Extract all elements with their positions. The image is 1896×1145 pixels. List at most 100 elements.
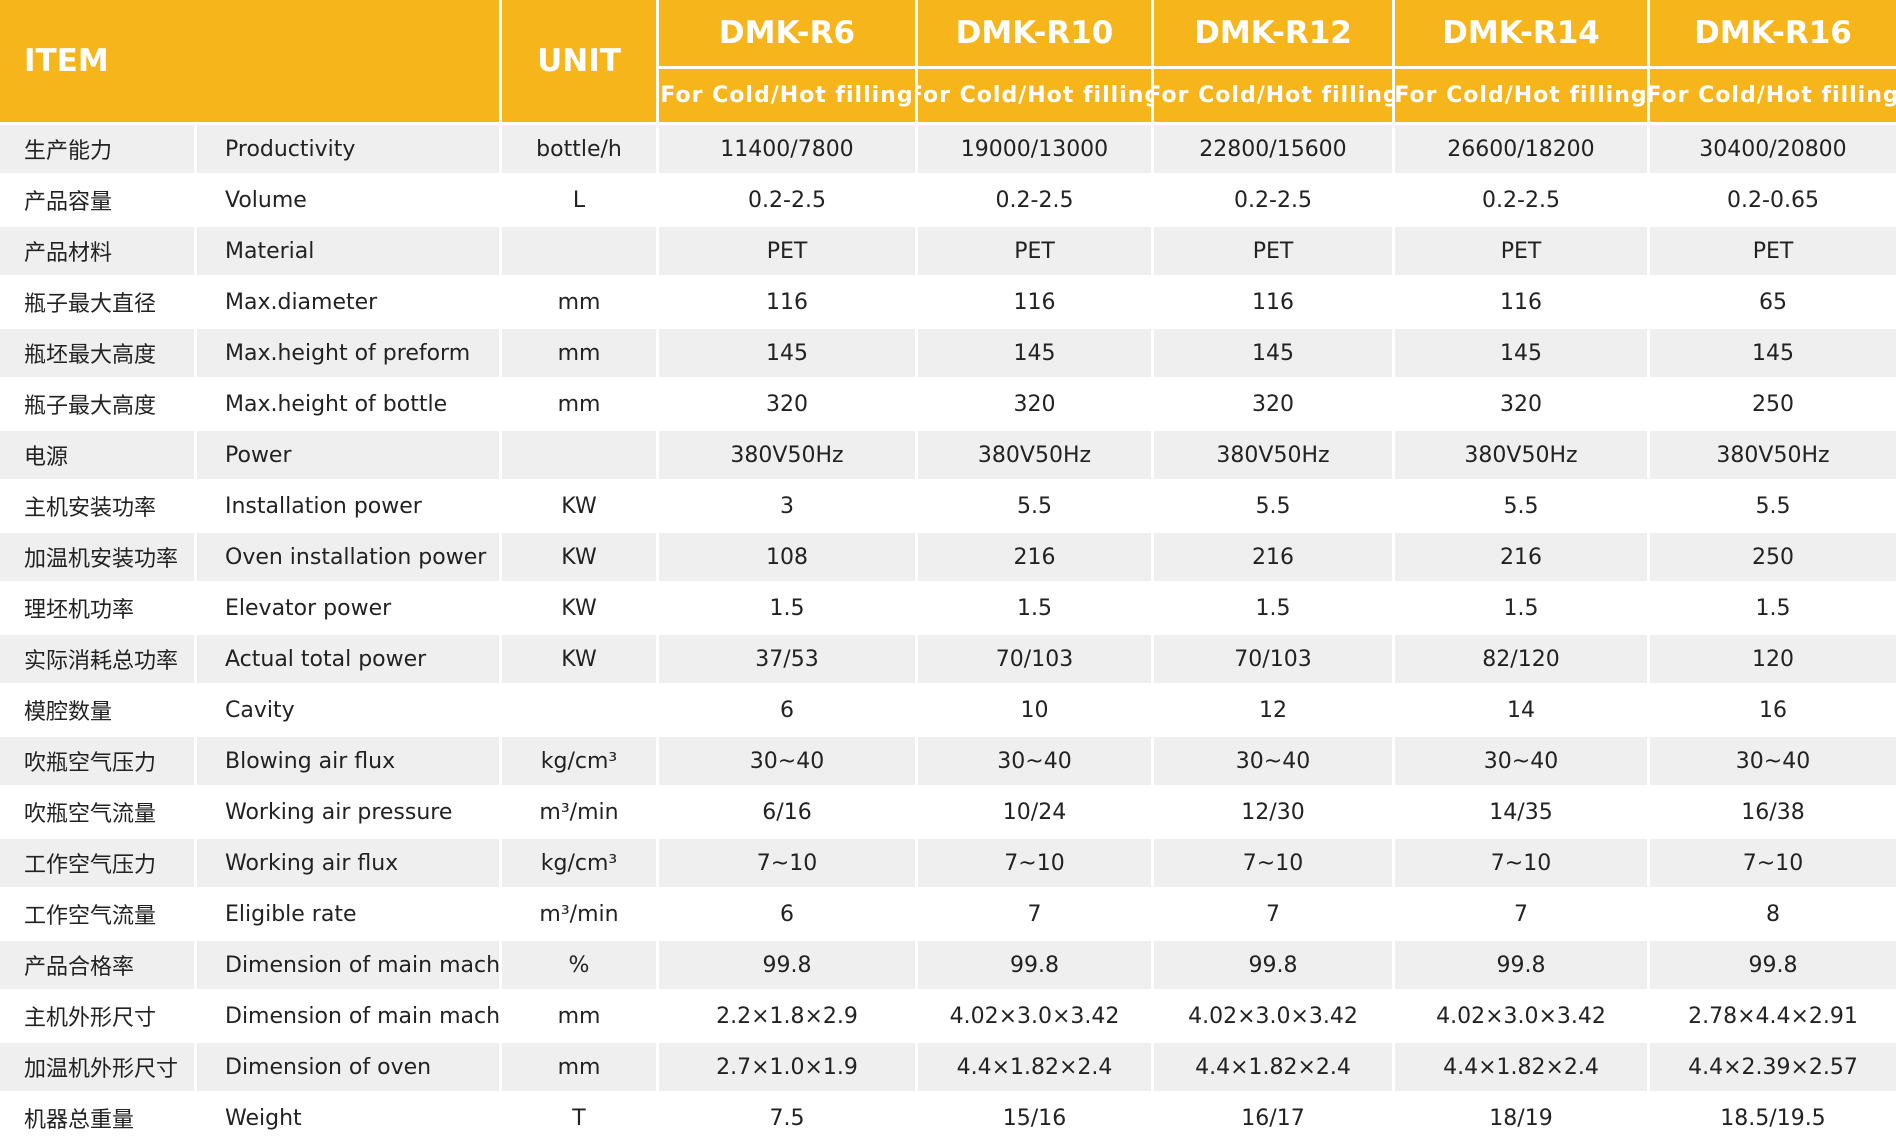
value: 5.5 (1755, 493, 1791, 519)
unit: kg/cm³ (502, 839, 656, 887)
item-cn: 加温机安装功率 (0, 533, 194, 581)
item-cn: 吹瓶空气压力 (0, 737, 194, 785)
value: 7~10 (1154, 839, 1392, 887)
model-subtitle: For Cold/Hot filling (1154, 69, 1392, 122)
value: 16/38 (1741, 799, 1805, 825)
value: 5.5 (1503, 493, 1539, 519)
item-en: Blowing air flux (197, 737, 499, 785)
value: 320 (766, 391, 808, 417)
item-en: Oven installation power (197, 533, 499, 581)
value: 116 (766, 289, 808, 315)
value: 12 (1259, 697, 1287, 723)
model-subtitle: For Cold/Hot filling (918, 69, 1151, 122)
unit: % (502, 941, 656, 989)
value: 30~40 (659, 737, 915, 785)
value: 1.5 (769, 595, 805, 621)
value: 14/35 (1489, 799, 1553, 825)
value: 15/16 (1002, 1105, 1067, 1131)
item-cn: 加温机外形尺寸 (0, 1043, 194, 1091)
unit: mm (557, 289, 601, 315)
item-cn: 瓶坯最大高度 (0, 329, 194, 377)
unit: m³/min (539, 901, 619, 927)
value: 0.2-2.5 (995, 187, 1074, 213)
item-cn: 主机安装功率 (24, 496, 157, 521)
item-en: Weight (225, 1105, 302, 1131)
item-cn: 主机外形尺寸 (24, 1006, 157, 1031)
item-en: Max.height of preform (197, 329, 499, 377)
unit: m³/min (539, 799, 619, 825)
value: 145 (1650, 329, 1896, 377)
value: 4.4×1.82×2.4 (1395, 1043, 1647, 1091)
value: 320 (1013, 391, 1056, 417)
value: 216 (1154, 533, 1392, 581)
value: 380V50Hz (1154, 431, 1392, 479)
value: PET (1154, 227, 1392, 275)
value: 380V50Hz (1650, 431, 1896, 479)
unit: KW (561, 595, 597, 621)
item-cn: 生产能力 (0, 125, 194, 173)
value: 14 (1507, 697, 1535, 723)
value: 7~10 (1650, 839, 1896, 887)
value: 99.8 (659, 941, 915, 989)
value: 10 (1020, 697, 1049, 723)
item-cn: 电源 (0, 431, 194, 479)
value: 0.2-2.5 (1482, 187, 1560, 213)
value: 250 (1650, 533, 1896, 581)
item-en: Working air pressure (225, 799, 453, 825)
value: 19000/13000 (918, 125, 1151, 173)
value: 2.2×1.8×2.9 (716, 1003, 858, 1029)
value: 120 (1650, 635, 1896, 683)
unit: T (572, 1105, 586, 1131)
model-name: DMK-R16 (1650, 0, 1896, 66)
value: 7~10 (918, 839, 1151, 887)
unit: KW (561, 493, 597, 519)
item-en: Power (197, 431, 499, 479)
value: 380V50Hz (659, 431, 915, 479)
value: 0.2-0.65 (1727, 187, 1819, 213)
value: 5.5 (1255, 493, 1291, 519)
value: 6 (780, 697, 794, 723)
value: 65 (1759, 289, 1787, 315)
item-en: Max.height of bottle (225, 391, 448, 417)
value: 320 (1252, 391, 1294, 417)
value: 30~40 (1395, 737, 1647, 785)
item-en: Actual total power (197, 635, 499, 683)
value: 11400/7800 (659, 125, 915, 173)
value: 22800/15600 (1154, 125, 1392, 173)
value: 145 (659, 329, 915, 377)
item-cn: 机器总重量 (24, 1108, 135, 1133)
item-en: Dimension of oven (197, 1043, 499, 1091)
value: PET (1650, 227, 1896, 275)
value: 10/24 (1002, 799, 1067, 825)
value: 7.5 (769, 1105, 805, 1131)
value: 0.2-2.5 (1234, 187, 1312, 213)
model-subtitle: For Cold/Hot filling (659, 69, 915, 122)
item-en: Working air flux (197, 839, 499, 887)
value: 70/103 (918, 635, 1151, 683)
value: 7 (1514, 901, 1528, 927)
item-en: Material (197, 227, 499, 275)
value: 30~40 (1154, 737, 1392, 785)
value: 7~10 (1395, 839, 1647, 887)
value: 2.78×4.4×2.91 (1688, 1003, 1858, 1029)
value: 99.8 (1154, 941, 1392, 989)
value: PET (1395, 227, 1647, 275)
unit (502, 686, 656, 734)
value: 18/19 (1489, 1105, 1553, 1131)
value: 1.5 (1755, 595, 1791, 621)
value: 4.4×1.82×2.4 (1154, 1043, 1392, 1091)
item-en: Dimension of main machine (225, 1003, 499, 1029)
value: 18.5/19.5 (1720, 1105, 1826, 1131)
value: 250 (1752, 391, 1794, 417)
value: 6 (780, 901, 794, 927)
value: 30~40 (1650, 737, 1896, 785)
unit: bottle/h (502, 125, 656, 173)
value: 16 (1759, 697, 1787, 723)
item-cn: 理坯机功率 (24, 598, 135, 623)
item-cn: 瓶子最大高度 (24, 394, 157, 419)
item-en: Productivity (197, 125, 499, 173)
model-subtitle: For Cold/Hot filling (1650, 69, 1896, 122)
item-cn: 产品容量 (24, 190, 113, 215)
value: 116 (1013, 289, 1056, 315)
